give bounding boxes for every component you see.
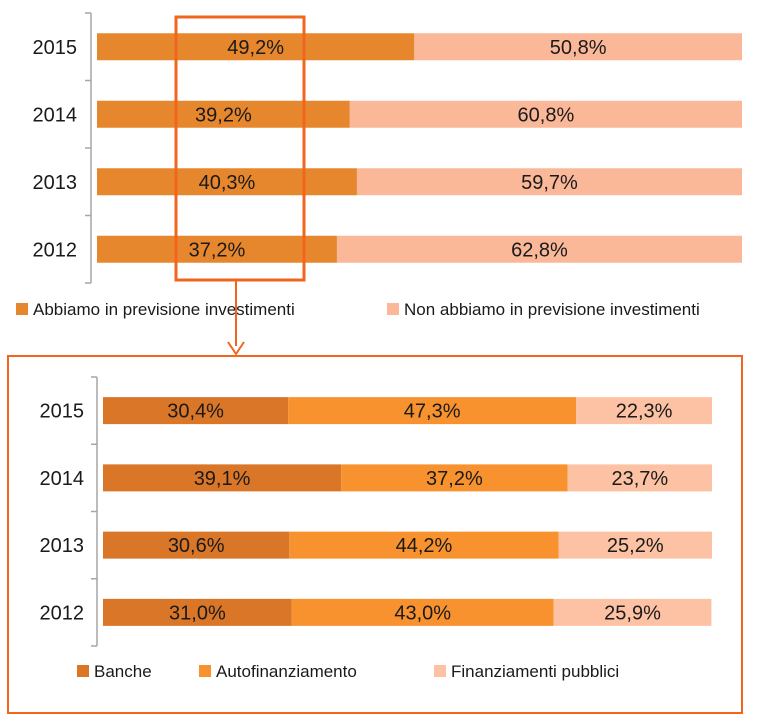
legend-swatch-banche: [77, 665, 89, 677]
panel-frame: [7, 355, 743, 714]
data-label-finanziamenti-pubblici-2015: 22,3%: [616, 401, 673, 423]
data-label-abbiamo-in-previsione-investimenti-2014: 39,2%: [195, 104, 252, 126]
category-label-2014: 2014: [40, 468, 85, 490]
bar-banche-2012: [103, 598, 292, 626]
data-label-banche-2013: 30,6%: [168, 535, 225, 557]
data-label-finanziamenti-pubblici-2014: 23,7%: [611, 468, 668, 490]
bar-banche-2015: [103, 397, 289, 425]
bar-banche-2014: [103, 464, 342, 492]
legend-label-banche: Banche: [94, 662, 152, 681]
bar-non-abbiamo-in-previsione-investimenti-2014: [349, 100, 742, 128]
bar-non-abbiamo-in-previsione-investimenti-2012: [336, 235, 742, 263]
bar-autofinanziamento-2012: [291, 598, 554, 626]
data-label-autofinanziamento-2014: 37,2%: [426, 468, 483, 490]
category-label-2013: 2013: [40, 535, 85, 557]
data-label-abbiamo-in-previsione-investimenti-2012: 37,2%: [189, 239, 246, 261]
bar-finanziamenti-pubblici-2012: [553, 598, 712, 626]
data-label-autofinanziamento-2015: 47,3%: [404, 401, 461, 423]
data-label-finanziamenti-pubblici-2012: 25,9%: [604, 602, 661, 624]
legend-label-non-abbiamo-in-previsione-investimenti: Non abbiamo in previsione investimenti: [404, 300, 700, 319]
legend-swatch-abbiamo-in-previsione-investimenti: [16, 303, 28, 315]
bar-abbiamo-in-previsione-investimenti-2015: [97, 33, 415, 61]
bar-autofinanziamento-2013: [289, 531, 559, 559]
bar-autofinanziamento-2015: [288, 397, 577, 425]
bar-finanziamenti-pubblici-2013: [558, 531, 712, 559]
data-label-abbiamo-in-previsione-investimenti-2015: 49,2%: [227, 37, 284, 59]
legend-label-abbiamo-in-previsione-investimenti: Abbiamo in previsione investimenti: [33, 300, 295, 319]
bar-non-abbiamo-in-previsione-investimenti-2015: [414, 33, 742, 61]
category-label-2014: 2014: [33, 104, 78, 126]
chart-investment-plans: 2015 49,2% 50,8% 2014 39,2% 60,8% 2013 40,3% 59,…: [16, 12, 742, 319]
legend-swatch-autofinanziamento: [199, 665, 211, 677]
bar-finanziamenti-pubblici-2015: [576, 397, 712, 425]
arrow-head-icon: [227, 341, 245, 356]
bar-abbiamo-in-previsione-investimenti-2013: [97, 168, 357, 196]
data-label-non-abbiamo-in-previsione-investimenti-2015: 50,8%: [550, 37, 607, 59]
category-label-2013: 2013: [33, 172, 78, 194]
legend-swatch-non-abbiamo-in-previsione-investimenti: [387, 303, 399, 315]
data-label-abbiamo-in-previsione-investimenti-2013: 40,3%: [199, 172, 256, 194]
category-label-2015: 2015: [40, 401, 85, 423]
legend-label-autofinanziamento: Autofinanziamento: [216, 662, 357, 681]
data-label-non-abbiamo-in-previsione-investimenti-2014: 60,8%: [518, 104, 575, 126]
legend-label-finanziamenti-pubblici: Finanziamenti pubblici: [451, 662, 619, 681]
data-label-autofinanziamento-2013: 44,2%: [396, 535, 453, 557]
data-label-autofinanziamento-2012: 43,0%: [394, 602, 451, 624]
data-label-finanziamenti-pubblici-2013: 25,2%: [607, 535, 664, 557]
bar-finanziamenti-pubblici-2014: [567, 464, 712, 492]
bar-banche-2013: [103, 531, 290, 559]
category-label-2015: 2015: [33, 37, 78, 59]
bar-autofinanziamento-2014: [341, 464, 568, 492]
highlight-connector: [174, 15, 306, 356]
bar-abbiamo-in-previsione-investimenti-2014: [97, 100, 350, 128]
category-label-2012: 2012: [40, 602, 85, 624]
data-label-banche-2012: 31,0%: [169, 602, 226, 624]
legend-swatch-finanziamenti-pubblici: [434, 665, 446, 677]
data-label-banche-2015: 30,4%: [167, 401, 224, 423]
chart-funding-sources: 2015 30,4% 47,3% 22,3% 2014 39,1% 37,2% 23,7% 20…: [7, 355, 743, 714]
data-label-non-abbiamo-in-previsione-investimenti-2012: 62,8%: [511, 239, 568, 261]
category-label-2012: 2012: [33, 239, 78, 261]
data-label-non-abbiamo-in-previsione-investimenti-2013: 59,7%: [521, 172, 578, 194]
bar-non-abbiamo-in-previsione-investimenti-2013: [356, 168, 742, 196]
highlight-box: [174, 15, 306, 282]
data-label-banche-2014: 39,1%: [194, 468, 251, 490]
bar-abbiamo-in-previsione-investimenti-2012: [97, 235, 337, 263]
